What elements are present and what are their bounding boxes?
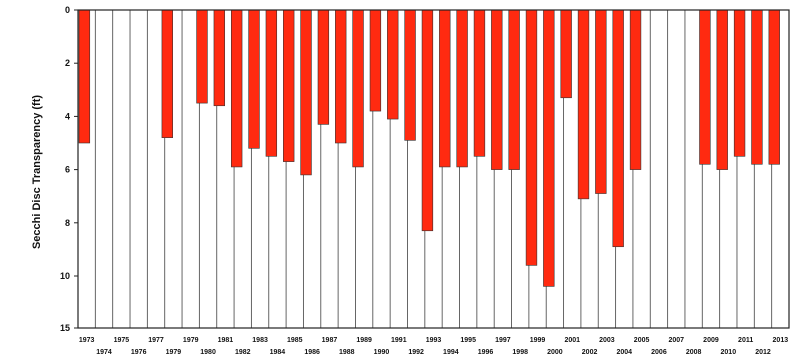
bar-1983 — [248, 9, 260, 149]
bar-1995 — [456, 9, 468, 168]
bar-1985 — [283, 9, 295, 162]
x-tick-label-1984: 1984 — [270, 349, 286, 356]
x-tick-label-1979: 1979 — [183, 337, 199, 344]
x-tick-label-1986: 1986 — [304, 349, 320, 356]
x-tick-label-1983: 1983 — [252, 337, 268, 344]
bar-1989 — [352, 9, 364, 168]
bar-2005 — [629, 9, 642, 170]
bar-2004 — [612, 9, 624, 248]
y-tick-label: 15 — [60, 323, 70, 333]
x-tick-label-1977: 1977 — [148, 337, 164, 344]
x-tick-label-1975: 1975 — [114, 337, 130, 344]
bar-1997 — [491, 9, 503, 170]
x-tick-label-1994: 1994 — [443, 349, 459, 356]
y-tick-label: 0 — [65, 5, 70, 15]
bar-1978 — [161, 9, 173, 138]
x-tick-label-2009: 2009 — [703, 337, 719, 344]
x-tick-label-2003: 2003 — [599, 337, 615, 344]
x-tick-label-1980: 1980 — [200, 349, 216, 356]
x-tick-label-2005: 2005 — [634, 337, 650, 344]
x-tick-label-1985: 1985 — [287, 337, 303, 344]
x-tick-label-1990: 1990 — [374, 349, 390, 356]
x-tick-label-1978: 1979 — [166, 349, 182, 356]
x-tick-label-2000: 2000 — [547, 349, 563, 356]
y-axis-title: Secchi Disc Transparency (ft) — [31, 95, 43, 249]
x-tick-label-1999: 1999 — [530, 337, 546, 344]
x-tick-label-1974: 1974 — [96, 349, 112, 356]
x-tick-label-1992: 1992 — [408, 349, 424, 356]
bar-1996 — [473, 9, 486, 157]
bar-2000 — [543, 9, 555, 287]
bar-1992 — [404, 9, 416, 141]
x-tick-label-1989: 1989 — [356, 337, 372, 344]
bar-1984 — [265, 9, 278, 157]
bar-2012 — [751, 9, 763, 165]
bar-1986 — [300, 9, 312, 176]
bar-2009 — [699, 9, 711, 165]
bar-2003 — [595, 9, 607, 194]
bar-1991 — [387, 9, 399, 120]
x-tick-label-2001: 2001 — [564, 337, 580, 344]
bar-2013 — [768, 9, 780, 165]
plot-frame — [77, 9, 790, 329]
x-tick-label-2013: 2013 — [773, 337, 789, 344]
bar-2002 — [577, 9, 590, 200]
x-tick-label-2008: 2008 — [686, 349, 702, 356]
bar-1990 — [369, 9, 382, 112]
y-tick-label: 6 — [65, 165, 70, 175]
bar-1994 — [439, 9, 451, 168]
y-tick-label: 2 — [65, 58, 70, 68]
bar-2010 — [716, 9, 728, 170]
bar-2011 — [733, 9, 746, 157]
y-axis-ticks: 0 2 4 6 8 10 15 — [60, 5, 78, 333]
x-tick-label-1996: 1996 — [478, 349, 494, 356]
bar-1973 — [78, 9, 91, 144]
bar-1987 — [317, 9, 330, 125]
x-tick-label-2002: 2002 — [582, 349, 598, 356]
x-tick-label-2011: 2011 — [738, 337, 753, 344]
x-tick-label-2010: 2010 — [721, 349, 737, 356]
x-tick-label-1995: 1995 — [460, 337, 476, 344]
x-tick-label-1973: 1973 — [79, 337, 95, 344]
x-tick-label-1987: 1987 — [322, 337, 338, 344]
bar-1988 — [335, 9, 347, 144]
x-tick-label-2004: 2004 — [616, 349, 632, 356]
bar-1981 — [213, 9, 226, 107]
x-tick-label-2007: 2007 — [668, 337, 684, 344]
x-tick-label-1993: 1993 — [426, 337, 442, 344]
bars-group — [78, 9, 780, 287]
bar-1998 — [508, 9, 520, 170]
x-tick-label-1998: 1998 — [512, 349, 528, 356]
x-tick-label-1991: 1991 — [391, 337, 407, 344]
bar-1980 — [196, 9, 208, 104]
x-tick-label-2012: 2012 — [755, 349, 771, 356]
x-axis-ticks: 1973197419751976197719791979198019811982… — [79, 337, 788, 356]
y-tick-label: 8 — [65, 218, 70, 228]
bar-2001 — [560, 9, 572, 99]
x-tick-label-1976: 1976 — [131, 349, 147, 356]
bar-1982 — [230, 9, 243, 168]
x-tick-label-1982: 1982 — [235, 349, 251, 356]
x-tick-label-2006: 2006 — [651, 349, 667, 356]
bar-1993 — [421, 9, 434, 232]
bar-1999 — [525, 9, 538, 266]
y-tick-label: 4 — [65, 111, 70, 121]
y-tick-label: 10 — [60, 271, 70, 281]
x-tick-label-1997: 1997 — [495, 337, 511, 344]
x-tick-label-1981: 1981 — [218, 337, 234, 344]
x-tick-label-1988: 1988 — [339, 349, 355, 356]
